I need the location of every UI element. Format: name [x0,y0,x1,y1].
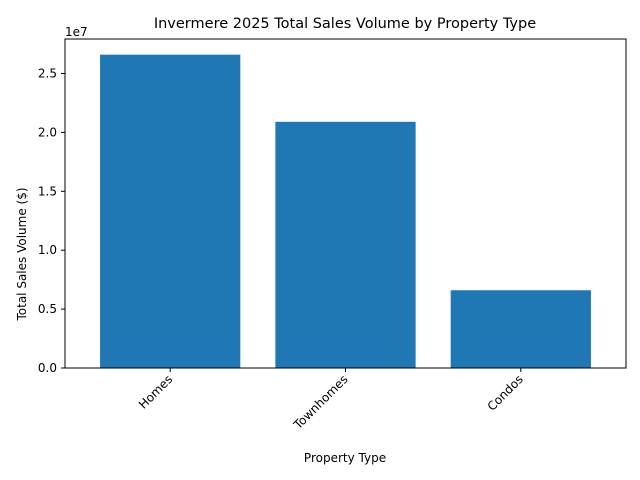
plot-area-frame [64,38,627,369]
y-tick-label: 2.5 [38,67,57,81]
y-axis-offset-label: 1e7 [65,25,88,39]
x-tick-label-townhomes: Townhomes [290,372,350,432]
chart-title: Invermere 2025 Total Sales Volume by Pro… [154,16,536,32]
y-tick-label: 1.0 [38,243,57,257]
x-axis-ticks: Homes Townhomes Condos [136,368,526,433]
bar-condos [450,290,591,368]
x-tick-label-homes: Homes [136,372,175,411]
bar-series [100,54,591,369]
bar-homes [100,54,241,369]
y-axis-label: Total Sales Volume ($) [15,187,29,321]
bar-townhomes [275,121,416,368]
x-axis-label: Property Type [304,451,386,465]
y-axis-ticks: 0.0 0.5 1.0 1.5 2.0 2.5 [38,67,65,375]
y-tick-label: 1.5 [38,184,57,198]
y-tick-label: 2.0 [38,125,57,139]
y-tick-label: 0.0 [38,361,57,375]
x-tick-label-condos: Condos [485,372,526,413]
y-tick-label: 0.5 [38,302,57,316]
